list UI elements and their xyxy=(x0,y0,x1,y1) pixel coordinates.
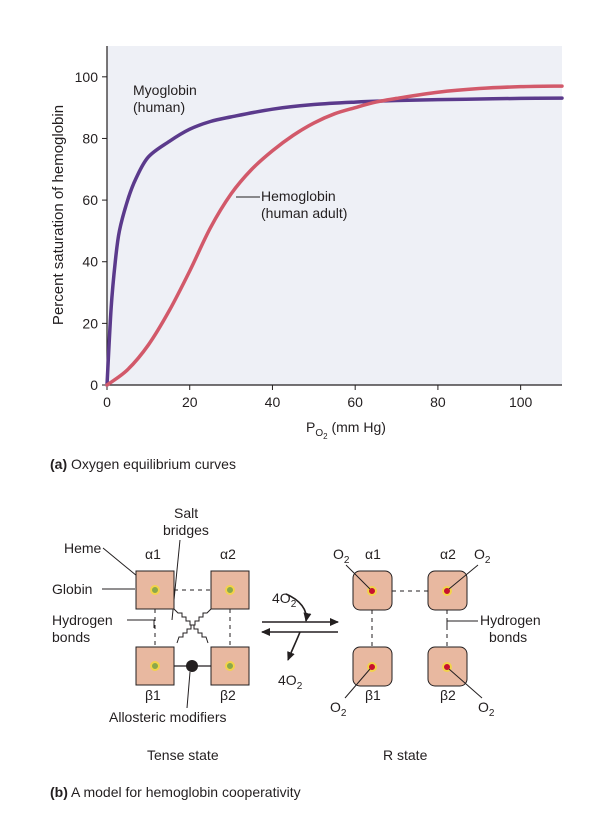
o2-in-sub: 2 xyxy=(291,599,297,610)
x-axis-label: PO2 (mm Hg) xyxy=(306,419,386,441)
caption-b-text: A model for hemoglobin cooperativity xyxy=(68,784,301,800)
salt-bridge-zigzag-2 xyxy=(176,608,212,644)
y-tick-label: 40 xyxy=(82,254,98,270)
hydrogen-bonds-right-2: bonds xyxy=(489,629,527,645)
y-axis-label: Percent saturation of hemoglobin xyxy=(50,105,67,325)
x-tick-label: 20 xyxy=(182,394,198,410)
salt-bridges-label-2: bridges xyxy=(163,522,209,538)
y-ticks: 0 20 40 60 80 100 xyxy=(75,69,107,393)
x-tick-label: 0 xyxy=(103,394,111,410)
o2-main: O xyxy=(333,546,344,562)
tense-hemes xyxy=(150,585,235,671)
r-o2-top-left: O2 xyxy=(333,546,350,566)
allosteric-leader xyxy=(186,671,191,709)
o2-sub: 2 xyxy=(341,708,347,719)
hydrogen-bonds-left-2: bonds xyxy=(52,629,90,645)
hemoglobin-label-line2: (human adult) xyxy=(261,205,347,221)
r-o2-top-right-leader xyxy=(448,564,479,590)
y-tick-label: 100 xyxy=(75,69,99,85)
hydrogen-bonds-left-1: Hydrogen xyxy=(52,612,113,628)
caption-a-text: Oxygen equilibrium curves xyxy=(67,456,236,472)
allosteric-modifiers-label: Allosteric modifiers xyxy=(109,709,226,725)
caption-a-letter: (a) xyxy=(50,456,67,472)
x-tick-label: 80 xyxy=(430,394,446,410)
o2-out-main: 4O xyxy=(278,672,297,688)
x-axis-label-sub2: 2 xyxy=(323,432,328,441)
hemoglobin-curve xyxy=(105,84,564,387)
r-beta2-label: β2 xyxy=(440,687,456,703)
myoglobin-curve xyxy=(105,96,564,387)
y-tick-label: 0 xyxy=(90,377,98,393)
y-tick-label: 20 xyxy=(82,315,98,331)
heme-icon xyxy=(150,661,160,671)
heme-icon xyxy=(225,585,235,595)
x-ticks: 0 20 40 60 80 100 xyxy=(103,385,533,410)
hydrogen-bonds-right-1: Hydrogen xyxy=(480,612,541,628)
tense-state-label: Tense state xyxy=(147,747,219,763)
hemoglobin-label-line1: Hemoglobin xyxy=(261,188,336,204)
x-tick-label: 100 xyxy=(509,394,533,410)
y-tick-label: 60 xyxy=(82,192,98,208)
r-alpha1-label: α1 xyxy=(365,546,381,562)
o2-main: O xyxy=(330,699,341,715)
r-o2-bottom-right: O2 xyxy=(478,699,495,719)
o2-out-label: 4O2 xyxy=(278,672,303,692)
tense-beta2-label: β2 xyxy=(220,687,236,703)
o2-in-main: 4O xyxy=(272,590,291,606)
tense-beta1-label: β1 xyxy=(145,687,161,703)
allosteric-modifier-icon xyxy=(186,660,198,672)
heme-label: Heme xyxy=(64,540,102,556)
r-state-label: R state xyxy=(383,747,428,763)
tense-alpha2-label: α2 xyxy=(220,546,236,562)
x-axis-label-main: P xyxy=(306,419,315,435)
myoglobin-label-line2: (human) xyxy=(133,99,185,115)
tense-alpha1-label: α1 xyxy=(145,546,161,562)
o2-sub: 2 xyxy=(344,555,350,566)
chart-panel-a: 0 20 40 60 80 100 0 20 40 60 80 100 Percent satura… xyxy=(50,46,564,441)
r-o2-bottom-left-leader xyxy=(344,668,371,699)
o2-sub: 2 xyxy=(485,555,491,566)
caption-b-letter: (b) xyxy=(50,784,68,800)
heme-icon xyxy=(150,585,160,595)
o2-out-curve xyxy=(287,631,301,661)
r-o2-top-right: O2 xyxy=(474,546,491,566)
o2-main: O xyxy=(474,546,485,562)
caption-b: (b) A model for hemoglobin cooperativity xyxy=(50,784,301,800)
r-o2-top-left-leader xyxy=(345,564,371,590)
series-lines xyxy=(105,84,564,387)
r-beta1-label: β1 xyxy=(365,687,381,703)
o2-in-label: 4O2 xyxy=(272,590,297,610)
diagram-panel-b: Salt bridges Heme Globin Hydrogen bonds … xyxy=(52,505,541,763)
x-tick-label: 40 xyxy=(265,394,281,410)
hydrogen-bonds-left-leader xyxy=(127,619,155,628)
x-axis-label-sub: O xyxy=(315,428,323,439)
o2-out-sub: 2 xyxy=(297,681,303,692)
o2-sub: 2 xyxy=(489,708,495,719)
myoglobin-label-line1: Myoglobin xyxy=(133,82,197,98)
x-tick-label: 60 xyxy=(347,394,363,410)
o2-main: O xyxy=(478,699,489,715)
x-axis-label-unit: (mm Hg) xyxy=(328,419,386,435)
hydrogen-bonds-right-leader xyxy=(446,620,478,628)
salt-bridges-label-1: Salt xyxy=(174,505,198,521)
o2-in-curve xyxy=(285,593,312,622)
r-o2-bottom-left: O2 xyxy=(330,699,347,719)
globin-label: Globin xyxy=(52,581,92,597)
caption-a: (a) Oxygen equilibrium curves xyxy=(50,456,236,472)
y-tick-label: 80 xyxy=(82,130,98,146)
r-alpha2-label: α2 xyxy=(440,546,456,562)
r-o2-bottom-right-leader xyxy=(448,668,483,699)
heme-icon xyxy=(225,661,235,671)
